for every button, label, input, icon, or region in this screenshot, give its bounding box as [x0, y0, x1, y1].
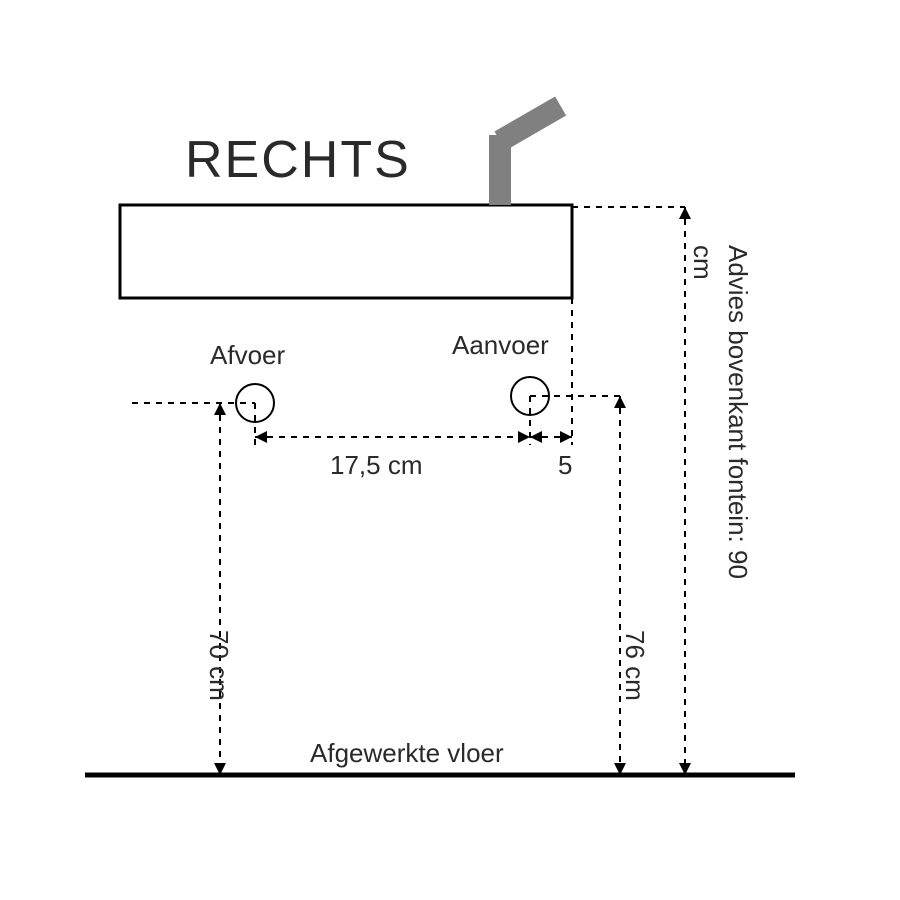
label-aanvoer: Aanvoer [452, 330, 549, 361]
label-afvoer: Afvoer [210, 340, 285, 371]
label-floor: Afgewerkte vloer [310, 738, 504, 769]
title: RECHTS [185, 130, 411, 190]
dim-70: 70 cm [203, 630, 234, 701]
dim-175: 17,5 cm [330, 450, 423, 481]
dim-76: 76 cm [619, 630, 650, 701]
label-side: Advies bovenkant fontein: 90 cm [685, 245, 755, 585]
dim-5: 5 [558, 450, 572, 481]
